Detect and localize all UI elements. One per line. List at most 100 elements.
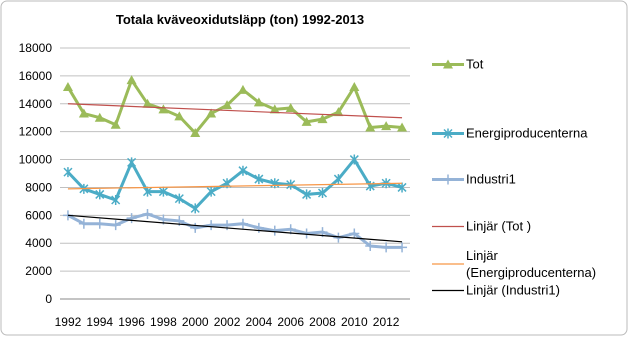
legend-label: Tot [466, 56, 484, 72]
x-tick-label: 2006 [277, 315, 304, 329]
legend-item: Linjär (Energiproducenterna) [430, 247, 620, 281]
marker [269, 225, 280, 236]
marker [443, 128, 453, 138]
marker [190, 128, 201, 138]
marker [126, 75, 137, 85]
x-tick-label: 2002 [214, 315, 241, 329]
marker [381, 121, 392, 131]
marker [397, 242, 408, 253]
x-tick-label: 1996 [118, 315, 145, 329]
y-tick-label: 10000 [19, 153, 53, 167]
legend-item: Tot [430, 56, 620, 73]
marker [174, 111, 185, 121]
marker [238, 165, 248, 176]
x-tick-label: 1998 [150, 315, 177, 329]
x-tick-label: 2004 [246, 315, 273, 329]
y-tick-label: 2000 [25, 264, 52, 278]
legend-label: Energiproducenterna [466, 125, 588, 141]
legend-label: Linjär (Tot ) [466, 218, 532, 234]
x-tick-label: 2008 [309, 315, 336, 329]
marker [62, 82, 73, 92]
marker [302, 189, 312, 200]
marker [222, 100, 233, 110]
series-line [67, 212, 403, 249]
legend-item: Energiproducenterna [430, 125, 620, 142]
marker [443, 59, 453, 68]
marker [110, 220, 121, 231]
x-tick-label: 2000 [182, 315, 209, 329]
marker [206, 108, 217, 118]
trend-line [67, 103, 403, 119]
x-tick-label: 2012 [373, 315, 400, 329]
marker [333, 174, 343, 185]
marker [94, 218, 105, 229]
marker [63, 167, 73, 178]
marker [126, 213, 137, 224]
y-tick-label: 6000 [25, 208, 52, 222]
marker [269, 104, 280, 114]
trend-line [67, 214, 403, 243]
marker [254, 174, 264, 185]
series-line [66, 156, 403, 211]
legend-swatch [432, 263, 464, 265]
trend-line [67, 182, 403, 190]
marker [397, 122, 408, 132]
marker [142, 208, 153, 219]
legend-item: Linjär (Industri1) [430, 282, 620, 299]
legend-swatch [432, 225, 464, 227]
y-tick-label: 4000 [25, 236, 52, 250]
marker [301, 116, 312, 126]
marker [158, 186, 168, 197]
chart-title: Totala kväveoxidutsläpp (ton) 1992-2013 [116, 12, 364, 27]
y-tick-label: 0 [45, 292, 52, 306]
marker [237, 84, 248, 94]
marker [397, 182, 407, 193]
marker [78, 108, 89, 118]
marker [253, 97, 264, 107]
marker [158, 104, 169, 114]
x-tick-label: 2010 [341, 315, 368, 329]
legend-label: Linjär (Energiproducenterna) [466, 248, 597, 280]
legend-swatch [432, 59, 464, 68]
marker [127, 157, 137, 168]
marker [349, 154, 359, 165]
marker [111, 194, 121, 205]
y-tick-label: 12000 [19, 125, 53, 139]
x-tick-label: 1992 [55, 315, 82, 329]
y-tick-label: 14000 [19, 97, 53, 111]
legend-swatch [432, 128, 464, 138]
legend-label: Industri1 [466, 171, 516, 187]
legend-item: Industri1 [430, 171, 620, 188]
marker [142, 186, 153, 197]
marker [190, 222, 201, 233]
marker [174, 193, 184, 204]
legend-item: Linjär (Tot ) [430, 218, 620, 235]
marker [78, 218, 89, 229]
series-line [66, 76, 403, 136]
marker [253, 222, 264, 233]
marker [285, 102, 296, 112]
y-tick-label: 16000 [19, 69, 53, 83]
x-tick-label: 1994 [86, 315, 113, 329]
y-tick-label: 18000 [19, 41, 53, 55]
marker [237, 218, 248, 229]
marker [349, 82, 360, 92]
marker [94, 112, 105, 122]
marker [317, 188, 328, 199]
marker [95, 189, 105, 200]
marker [206, 186, 216, 197]
marker [349, 228, 360, 239]
legend-swatch [432, 174, 464, 184]
marker [206, 220, 217, 231]
marker [333, 107, 344, 117]
legend-swatch [432, 289, 464, 291]
marker [365, 241, 376, 252]
marker [365, 122, 376, 132]
marker [381, 242, 392, 253]
marker [190, 203, 200, 214]
y-tick-label: 8000 [25, 180, 52, 194]
marker [110, 119, 121, 129]
